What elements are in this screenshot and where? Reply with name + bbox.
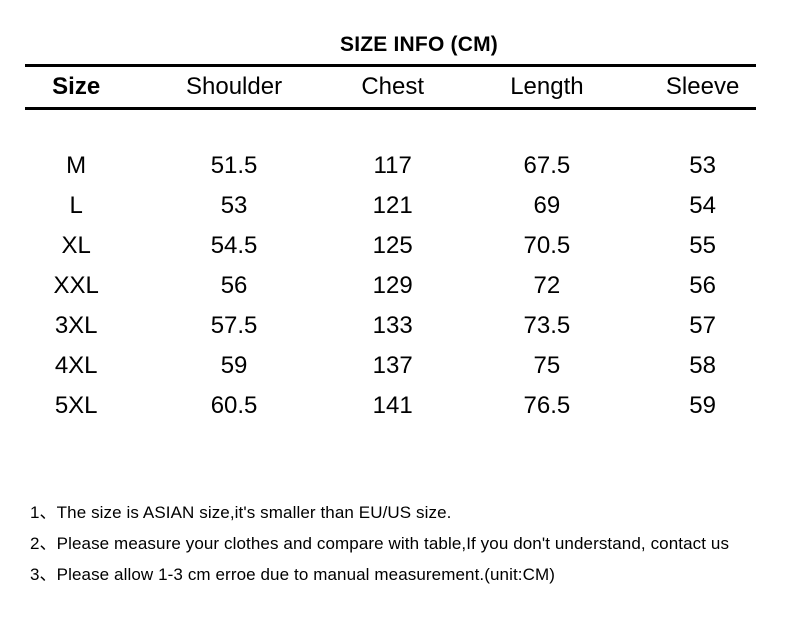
length-cell: 76.5 <box>523 391 571 419</box>
size-cell: M <box>66 151 87 179</box>
sleeve-cell: 56 <box>689 271 716 299</box>
sleeve-cell: 54 <box>689 191 716 219</box>
column-header-length: Length <box>510 73 584 100</box>
sleeve-cell: 58 <box>689 351 716 379</box>
shoulder-cell: 57.5 <box>210 311 258 339</box>
page-title: SIZE INFO (CM) <box>340 33 498 56</box>
note-line-1: 1、The size is ASIAN size,it's smaller th… <box>30 502 452 522</box>
table-row: M 51.5 117 67.5 53 <box>25 146 756 186</box>
column-header-sleeve: Sleeve <box>665 73 740 100</box>
table-row: L 53 121 69 54 <box>25 186 756 226</box>
sleeve-cell: 59 <box>689 391 716 419</box>
chest-cell: 137 <box>372 351 413 379</box>
chest-cell: 125 <box>372 231 413 259</box>
table-row: XL 54.5 125 70.5 55 <box>25 226 756 266</box>
chest-cell: 129 <box>372 271 413 299</box>
shoulder-cell: 56 <box>220 271 248 299</box>
sleeve-cell: 55 <box>689 231 716 259</box>
table-row: 5XL 60.5 141 76.5 59 <box>25 386 756 426</box>
length-cell: 72 <box>533 271 561 299</box>
column-header-chest: Chest <box>361 73 425 100</box>
length-cell: 67.5 <box>523 151 571 179</box>
note-line-2: 2、Please measure your clothes and compar… <box>30 533 730 553</box>
length-cell: 69 <box>533 191 561 219</box>
notes-section: 1、The size is ASIAN size,it's smaller th… <box>30 502 788 586</box>
shoulder-cell: 54.5 <box>210 231 258 259</box>
chest-cell: 141 <box>372 391 413 419</box>
length-cell: 70.5 <box>523 231 571 259</box>
shoulder-cell: 53 <box>220 191 248 219</box>
table-row: 3XL 57.5 133 73.5 57 <box>25 306 756 346</box>
size-info-table: Size Shoulder Chest Length Sleeve M 51.5… <box>25 64 756 426</box>
size-cell: 4XL <box>54 351 98 379</box>
column-header-shoulder: Shoulder <box>186 73 283 100</box>
spacer-row <box>25 109 756 146</box>
chest-cell: 133 <box>372 311 413 339</box>
size-cell: XXL <box>53 271 99 299</box>
size-cell: L <box>69 191 83 219</box>
size-cell: XL <box>61 231 91 259</box>
length-cell: 73.5 <box>523 311 571 339</box>
sleeve-cell: 57 <box>689 311 716 339</box>
chest-cell: 121 <box>372 191 413 219</box>
shoulder-cell: 59 <box>220 351 248 379</box>
note-line-3: 3、Please allow 1-3 cm erroe due to manua… <box>30 564 556 584</box>
header-row: Size Shoulder Chest Length Sleeve <box>25 65 756 109</box>
size-cell: 3XL <box>54 311 98 339</box>
table-row: XXL 56 129 72 56 <box>25 266 756 306</box>
length-cell: 75 <box>533 351 561 379</box>
column-header-size: Size <box>52 73 101 100</box>
sleeve-cell: 53 <box>689 151 716 179</box>
shoulder-cell: 60.5 <box>210 391 258 419</box>
shoulder-cell: 51.5 <box>210 151 258 179</box>
table-row: 4XL 59 137 75 58 <box>25 346 756 386</box>
chest-cell: 117 <box>373 151 412 179</box>
size-cell: 5XL <box>54 391 98 419</box>
